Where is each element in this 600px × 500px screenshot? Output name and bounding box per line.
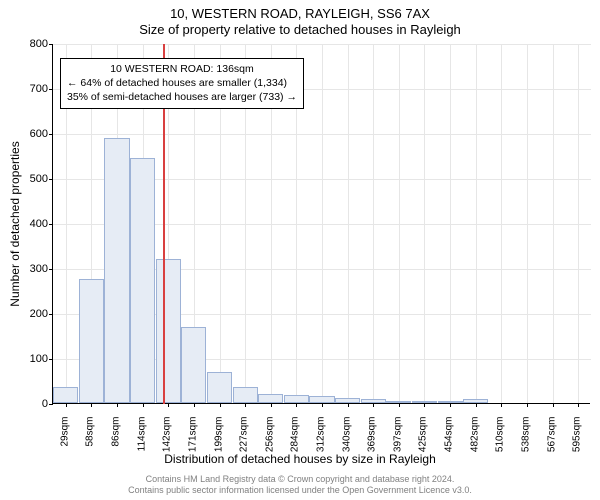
histogram-bar <box>156 259 181 403</box>
histogram-bar <box>207 372 232 404</box>
histogram-bar <box>284 395 309 403</box>
y-tick-mark <box>49 134 53 135</box>
gridline-vertical <box>476 44 477 404</box>
footer-line-1: Contains HM Land Registry data © Crown c… <box>0 474 600 485</box>
x-tick-mark <box>271 403 272 407</box>
chart-container: 10, WESTERN ROAD, RAYLEIGH, SS6 7AX Size… <box>0 0 600 500</box>
histogram-bar <box>181 327 206 404</box>
annotation-line-2: ← 64% of detached houses are smaller (1,… <box>67 76 297 90</box>
x-tick-mark <box>450 403 451 407</box>
y-tick-label: 100 <box>8 353 48 365</box>
x-tick-mark <box>527 403 528 407</box>
x-tick-label: 595sqm <box>572 417 583 461</box>
histogram-bar <box>130 158 155 403</box>
gridline-vertical <box>501 44 502 404</box>
annotation-box: 10 WESTERN ROAD: 136sqm← 64% of detached… <box>60 58 304 109</box>
y-tick-mark <box>49 224 53 225</box>
gridline-vertical <box>399 44 400 404</box>
x-tick-mark <box>220 403 221 407</box>
y-tick-mark <box>49 44 53 45</box>
y-tick-label: 300 <box>8 263 48 275</box>
y-tick-mark <box>49 89 53 90</box>
gridline-vertical <box>527 44 528 404</box>
x-tick-mark <box>194 403 195 407</box>
x-tick-label: 227sqm <box>239 417 250 461</box>
x-tick-label: 454sqm <box>444 417 455 461</box>
chart-title: Size of property relative to detached ho… <box>0 22 600 37</box>
x-tick-label: 199sqm <box>213 417 224 461</box>
footer-attribution: Contains HM Land Registry data © Crown c… <box>0 474 600 497</box>
histogram-bar <box>258 394 283 403</box>
annotation-line-1: 10 WESTERN ROAD: 136sqm <box>67 62 297 76</box>
x-tick-mark <box>117 403 118 407</box>
x-tick-mark <box>373 403 374 407</box>
gridline-vertical <box>424 44 425 404</box>
x-tick-mark <box>348 403 349 407</box>
y-tick-label: 400 <box>8 218 48 230</box>
x-tick-label: 114sqm <box>136 417 147 461</box>
y-tick-mark <box>49 269 53 270</box>
y-tick-label: 600 <box>8 128 48 140</box>
x-tick-mark <box>143 403 144 407</box>
annotation-line-3: 35% of semi-detached houses are larger (… <box>67 90 297 104</box>
footer-line-2: Contains public sector information licen… <box>0 485 600 496</box>
x-tick-label: 86sqm <box>111 417 122 461</box>
y-tick-mark <box>49 404 53 405</box>
x-tick-label: 482sqm <box>469 417 480 461</box>
y-tick-label: 700 <box>8 83 48 95</box>
x-tick-label: 397sqm <box>392 417 403 461</box>
x-tick-mark <box>296 403 297 407</box>
histogram-bar <box>309 396 334 403</box>
gridline-vertical <box>322 44 323 404</box>
x-tick-mark <box>501 403 502 407</box>
x-tick-label: 142sqm <box>162 417 173 461</box>
y-tick-label: 0 <box>8 398 48 410</box>
histogram-bar <box>104 138 129 404</box>
x-tick-mark <box>424 403 425 407</box>
gridline-vertical <box>450 44 451 404</box>
y-tick-mark <box>49 359 53 360</box>
y-tick-label: 800 <box>8 38 48 50</box>
x-tick-label: 425sqm <box>418 417 429 461</box>
gridline-vertical <box>348 44 349 404</box>
histogram-bar <box>79 279 104 403</box>
x-tick-mark <box>476 403 477 407</box>
x-tick-mark <box>245 403 246 407</box>
x-tick-mark <box>322 403 323 407</box>
y-tick-label: 500 <box>8 173 48 185</box>
histogram-bar <box>53 387 78 403</box>
histogram-bar <box>233 387 258 403</box>
y-tick-mark <box>49 314 53 315</box>
x-tick-label: 369sqm <box>367 417 378 461</box>
y-tick-mark <box>49 179 53 180</box>
x-tick-label: 510sqm <box>495 417 506 461</box>
x-tick-mark <box>553 403 554 407</box>
x-tick-mark <box>578 403 579 407</box>
x-tick-mark <box>399 403 400 407</box>
gridline-vertical <box>578 44 579 404</box>
x-tick-label: 284sqm <box>290 417 301 461</box>
x-tick-label: 256sqm <box>264 417 275 461</box>
x-tick-label: 567sqm <box>546 417 557 461</box>
x-tick-label: 312sqm <box>316 417 327 461</box>
x-tick-label: 171sqm <box>187 417 198 461</box>
x-tick-label: 538sqm <box>520 417 531 461</box>
x-tick-mark <box>168 403 169 407</box>
x-tick-mark <box>91 403 92 407</box>
x-tick-label: 29sqm <box>59 417 70 461</box>
x-tick-mark <box>66 403 67 407</box>
x-tick-label: 58sqm <box>85 417 96 461</box>
gridline-vertical <box>553 44 554 404</box>
x-tick-label: 340sqm <box>341 417 352 461</box>
chart-super-title: 10, WESTERN ROAD, RAYLEIGH, SS6 7AX <box>0 6 600 21</box>
gridline-vertical <box>373 44 374 404</box>
y-tick-label: 200 <box>8 308 48 320</box>
